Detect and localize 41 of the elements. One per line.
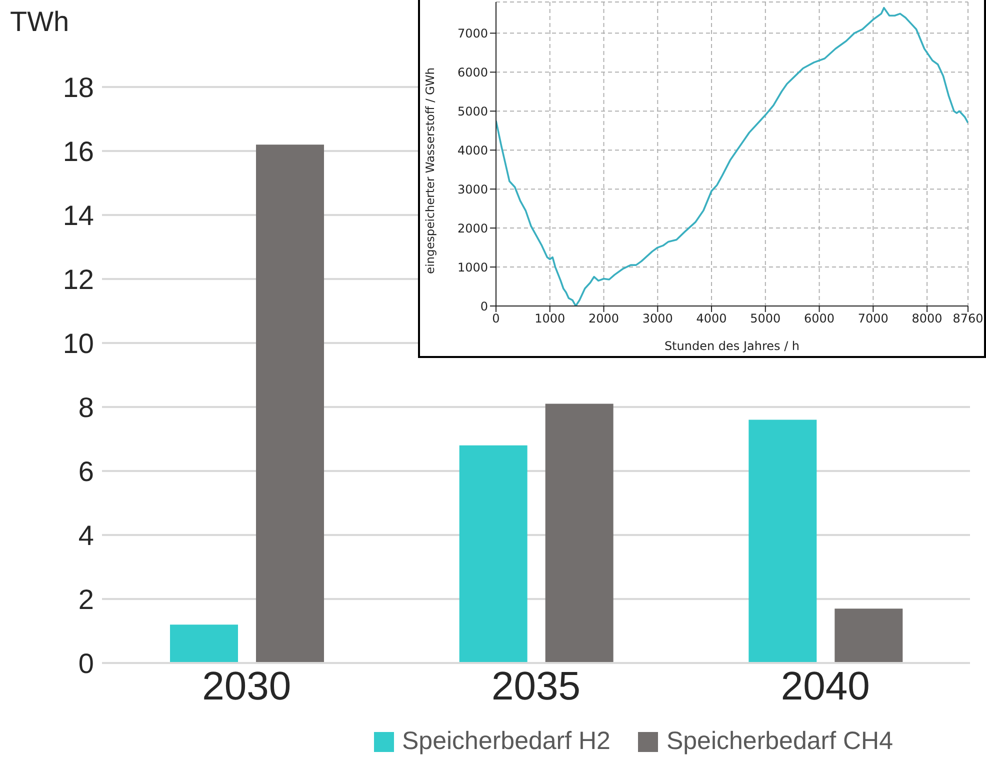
x-axis-title: Stunden des Jahres / h: [664, 339, 800, 353]
x-tick-label: 1000: [534, 312, 566, 326]
y-axis-title: TWh: [10, 6, 70, 38]
legend-label: Speicherbedarf H2: [402, 727, 610, 756]
x-tick-label: 2030: [202, 664, 292, 708]
y-tick-label: 8: [78, 392, 94, 423]
y-tick-label: 6: [78, 456, 94, 487]
x-tick-label: 2035: [492, 664, 580, 708]
y-tick-label: 6000: [457, 65, 488, 80]
y-tick-label: 0: [480, 299, 488, 314]
x-tick-label: 6000: [804, 312, 835, 326]
bar: [459, 445, 528, 663]
x-tick-label: 5000: [750, 312, 781, 326]
y-tick-label: 18: [62, 72, 94, 103]
y-tick-label: 14: [62, 200, 94, 231]
y-tick-label: 5000: [457, 104, 488, 118]
bar: [170, 624, 238, 663]
bar: [256, 144, 324, 663]
y-tick-label: 12: [62, 264, 94, 295]
bar: [748, 420, 817, 663]
x-tick-label: 2000: [588, 312, 620, 326]
y-tick-label: 4: [78, 520, 94, 551]
y-tick-label: 1000: [457, 260, 488, 274]
legend-label: Speicherbedarf CH4: [666, 727, 893, 756]
y-tick-label: 16: [62, 136, 94, 167]
x-tick-label: 7000: [858, 312, 888, 326]
bar: [545, 404, 614, 663]
y-axis-title: eingespeicherter Wasserstoff / GWh: [423, 67, 438, 274]
bar: [834, 608, 903, 663]
y-tick-label: 3000: [457, 182, 488, 196]
x-tick-label: 8760: [952, 312, 984, 326]
y-tick-label: 7000: [457, 26, 488, 40]
y-tick-label: 2000: [457, 221, 488, 236]
y-tick-label: 2: [78, 584, 94, 615]
x-tick-label: 3000: [642, 312, 673, 326]
x-tick-label: 8000: [912, 312, 942, 326]
y-tick-label: 10: [62, 328, 94, 359]
y-tick-label: 4000: [457, 143, 488, 158]
x-tick-label: 0: [492, 312, 500, 326]
x-tick-label: 4000: [696, 312, 727, 326]
x-tick-label: 2040: [780, 664, 870, 708]
